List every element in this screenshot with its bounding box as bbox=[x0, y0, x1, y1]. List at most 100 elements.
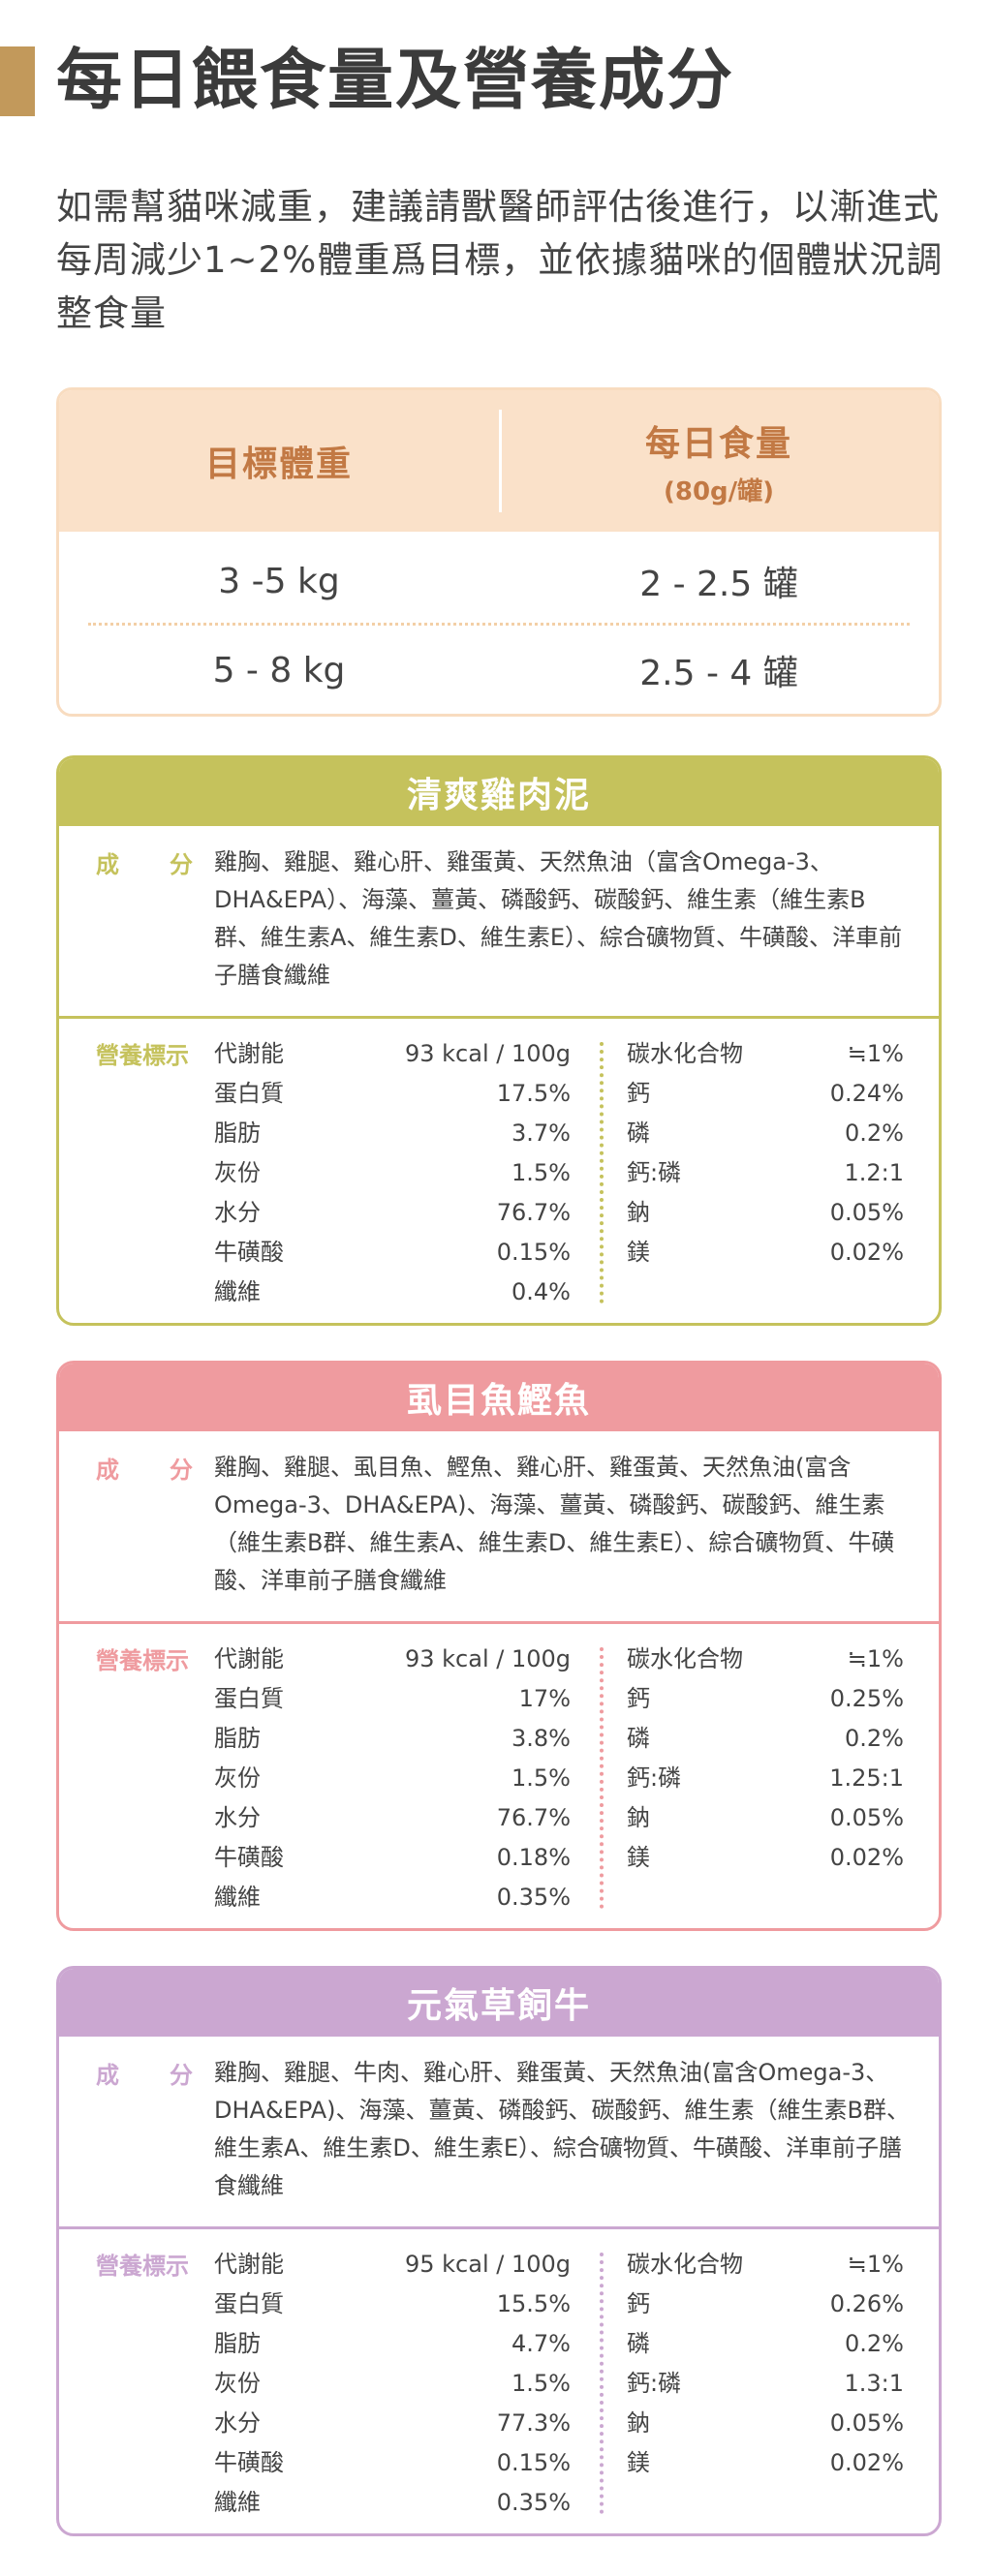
nutrition-row: 鈉 0.05% bbox=[627, 1798, 904, 1838]
nutrition-row: 灰份 1.5% bbox=[214, 1153, 571, 1193]
nutrition-row: 鈣:磷 1.2:1 bbox=[627, 1153, 904, 1193]
nutrient-name: 鈣:磷 bbox=[627, 2370, 682, 2397]
product-card: 清爽雞肉泥成分雞胸、雞腿、雞心肝、雞蛋黃、天然魚油（富含Omega-3、DHA&… bbox=[56, 755, 942, 1326]
nutrition-row: 鎂 0.02% bbox=[627, 1233, 904, 1273]
nutrition-row: 牛磺酸 0.18% bbox=[214, 1838, 571, 1878]
nutrition-row: 纖維 0.35% bbox=[214, 2483, 571, 2523]
product-title: 虱目魚鰹魚 bbox=[59, 1364, 939, 1431]
section-divider bbox=[59, 1621, 939, 1624]
nutrition-row: 鎂 0.02% bbox=[627, 2443, 904, 2483]
amount-cell: 2 - 2.5 罐 bbox=[639, 565, 798, 604]
row-divider bbox=[88, 623, 910, 626]
nutrient-value: 0.2% bbox=[845, 2330, 904, 2357]
nutrient-name: 纖維 bbox=[214, 2489, 261, 2516]
nutrition-row: 水分 77.3% bbox=[214, 2404, 571, 2443]
nutrient-name: 脂肪 bbox=[214, 1725, 261, 1752]
nutrient-name: 鎂 bbox=[627, 2449, 650, 2476]
nutrition-row: 鈣 0.26% bbox=[627, 2285, 904, 2324]
nutrition-label: 營養標示 bbox=[96, 1647, 189, 1674]
ingredients-label-char: 成 bbox=[96, 1457, 119, 1484]
ingredients-text: 雞胸、雞腿、虱目魚、鰹魚、雞心肝、雞蛋黃、天然魚油(富含Omega-3、DHA&… bbox=[214, 1454, 895, 1594]
ingredients-section: 成分雞胸、雞腿、牛肉、雞心肝、雞蛋黃、天然魚油(富含Omega-3、DHA&EP… bbox=[59, 2037, 939, 2226]
nutrition-row: 鈣 0.25% bbox=[627, 1679, 904, 1719]
ingredients-label: 成分 bbox=[96, 1451, 193, 1485]
nutrient-value: 93 kcal / 100g bbox=[404, 1645, 571, 1672]
page-title: 每日餵食量及營養成分 bbox=[56, 43, 735, 119]
nutrient-name: 牛磺酸 bbox=[214, 2449, 284, 2476]
nutrition-row: 纖維 0.4% bbox=[214, 1273, 571, 1312]
nutrient-name: 水分 bbox=[214, 2409, 261, 2437]
nutrient-value: 4.7% bbox=[512, 2330, 571, 2357]
nutrient-name: 磷 bbox=[627, 1119, 650, 1147]
ingredients-label: 成分 bbox=[96, 2056, 193, 2090]
feeding-table: 目標體重 每日食量 (80g/罐) 3 -5 kg 2 - 2.5 罐 5 - … bbox=[56, 387, 942, 717]
nutrient-name: 脂肪 bbox=[214, 2330, 261, 2357]
weight-cell: 5 - 8 kg bbox=[212, 650, 346, 690]
nutrient-value: 95 kcal / 100g bbox=[404, 2251, 571, 2278]
nutrient-value: 0.35% bbox=[496, 2489, 571, 2516]
ingredients-label-char: 分 bbox=[170, 851, 193, 878]
nutrition-row: 鈣:磷 1.3:1 bbox=[627, 2364, 904, 2404]
product-card: 虱目魚鰹魚成分雞胸、雞腿、虱目魚、鰹魚、雞心肝、雞蛋黃、天然魚油(富含Omega… bbox=[56, 1361, 942, 1931]
ingredients-label: 成分 bbox=[96, 845, 193, 879]
nutrition-row: 鈉 0.05% bbox=[627, 1193, 904, 1233]
nutrition-row: 碳水化合物 ≒1% bbox=[627, 1034, 904, 1074]
nutrient-value: 0.15% bbox=[496, 1239, 571, 1266]
nutrient-name: 脂肪 bbox=[214, 1119, 261, 1147]
nutrient-name: 纖維 bbox=[214, 1884, 261, 1911]
nutrient-value: 93 kcal / 100g bbox=[404, 1040, 571, 1067]
amount-cell: 2.5 - 4 罐 bbox=[639, 654, 798, 693]
nutrient-value: 0.2% bbox=[845, 1725, 904, 1752]
nutrient-name: 蛋白質 bbox=[214, 2290, 284, 2317]
nutrient-value: 0.2% bbox=[845, 1119, 904, 1147]
nutrition-row: 磷 0.2% bbox=[627, 1114, 904, 1153]
ingredients-section: 成分雞胸、雞腿、虱目魚、鰹魚、雞心肝、雞蛋黃、天然魚油(富含Omega-3、DH… bbox=[59, 1431, 939, 1621]
nutrient-value: 0.05% bbox=[829, 2409, 904, 2437]
ingredients-text: 雞胸、雞腿、牛肉、雞心肝、雞蛋黃、天然魚油(富含Omega-3、DHA&EPA)… bbox=[214, 2059, 911, 2199]
nutrition-row: 水分 76.7% bbox=[214, 1193, 571, 1233]
nutrient-name: 磷 bbox=[627, 1725, 650, 1752]
nutrient-name: 灰份 bbox=[214, 1764, 261, 1792]
nutrition-row: 碳水化合物 ≒1% bbox=[627, 1640, 904, 1679]
header: 每日餵食量及營養成分 bbox=[0, 29, 992, 126]
nutrient-name: 鈉 bbox=[627, 1804, 650, 1831]
column-divider bbox=[600, 1647, 604, 1909]
nutrient-value: 0.02% bbox=[829, 1239, 904, 1266]
nutrient-value: ≒1% bbox=[847, 1645, 904, 1672]
nutrient-value: 0.35% bbox=[496, 1884, 571, 1911]
ingredients-text: 雞胸、雞腿、雞心肝、雞蛋黃、天然魚油（富含Omega-3、DHA&EPA）、海藻… bbox=[214, 848, 903, 989]
section-divider bbox=[59, 2226, 939, 2229]
nutrition-row: 水分 76.7% bbox=[214, 1798, 571, 1838]
nutrition-row: 蛋白質 15.5% bbox=[214, 2285, 571, 2324]
nutrition-row: 灰份 1.5% bbox=[214, 2364, 571, 2404]
nutrition-row: 鎂 0.02% bbox=[627, 1838, 904, 1878]
product-card: 元氣草飼牛成分雞胸、雞腿、牛肉、雞心肝、雞蛋黃、天然魚油(富含Omega-3、D… bbox=[56, 1966, 942, 2536]
nutrient-name: 鈉 bbox=[627, 1199, 650, 1226]
nutrient-name: 纖維 bbox=[214, 1278, 261, 1305]
nutrition-row: 磷 0.2% bbox=[627, 2324, 904, 2364]
nutrient-name: 碳水化合物 bbox=[627, 1645, 743, 1672]
nutrient-name: 水分 bbox=[214, 1199, 261, 1226]
nutrient-name: 鈣 bbox=[627, 2290, 650, 2317]
nutrient-name: 水分 bbox=[214, 1804, 261, 1831]
nutrient-name: 碳水化合物 bbox=[627, 1040, 743, 1067]
nutrient-name: 牛磺酸 bbox=[214, 1844, 284, 1871]
header-daily-amount: 每日食量 (80g/罐) bbox=[499, 390, 939, 532]
ingredients-label-char: 分 bbox=[170, 1457, 193, 1484]
ingredients-label-char: 分 bbox=[170, 2062, 193, 2089]
nutrition-row: 磷 0.2% bbox=[627, 1719, 904, 1759]
nutrient-value: 0.4% bbox=[512, 1278, 571, 1305]
nutrient-value: 0.18% bbox=[496, 1844, 571, 1871]
column-divider bbox=[600, 1042, 604, 1303]
section-divider bbox=[59, 1016, 939, 1019]
nutrition-row: 蛋白質 17% bbox=[214, 1679, 571, 1719]
nutrient-name: 代謝能 bbox=[214, 2251, 284, 2278]
table-row: 5 - 8 kg 2.5 - 4 罐 bbox=[59, 627, 939, 714]
nutrition-section: 營養標示 代謝能 93 kcal / 100g 蛋白質 17.5% 脂肪 3.7% 灰份 1.5… bbox=[59, 1019, 939, 1323]
ingredients-label-char: 成 bbox=[96, 2062, 119, 2089]
nutrient-value: 1.2:1 bbox=[844, 1159, 904, 1186]
nutrition-row: 纖維 0.35% bbox=[214, 1878, 571, 1917]
nutrient-name: 鎂 bbox=[627, 1844, 650, 1871]
nutrient-value: 3.7% bbox=[512, 1119, 571, 1147]
nutrient-name: 灰份 bbox=[214, 2370, 261, 2397]
